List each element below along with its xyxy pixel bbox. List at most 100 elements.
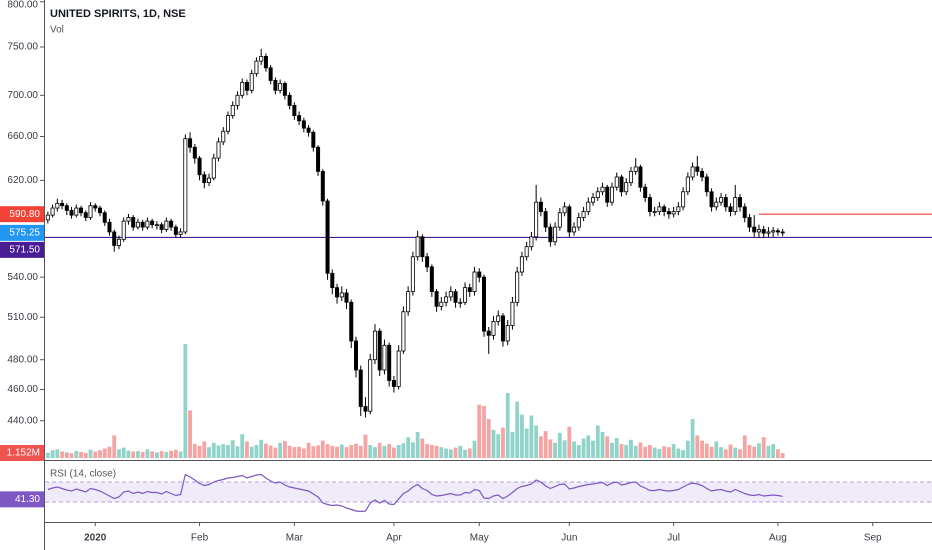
candle-body <box>301 120 306 129</box>
candle-body <box>116 238 121 246</box>
volume-bar <box>624 445 629 458</box>
candle-body <box>263 55 268 69</box>
rsi-value-label: 41.30 <box>15 494 40 505</box>
candle-body <box>500 315 505 342</box>
volume-bar <box>676 448 681 458</box>
candle-body <box>704 176 709 193</box>
candle-body <box>496 315 501 322</box>
volume-bar <box>145 449 150 458</box>
volume-bar <box>102 448 107 458</box>
volume-bar <box>581 438 586 458</box>
candle-body <box>415 236 420 258</box>
y-tick-label: 480.00 <box>7 354 38 365</box>
candle-body <box>335 287 340 298</box>
volume-bar <box>572 441 576 458</box>
candle-body <box>150 220 155 226</box>
volume-bar <box>648 445 652 458</box>
candle-body <box>69 209 74 216</box>
volume-bar <box>482 406 486 458</box>
candle-body <box>330 272 335 289</box>
candle-body <box>339 292 344 298</box>
volume-bar <box>496 434 501 458</box>
volume-bar <box>515 401 520 458</box>
last-price-label: 575.25 <box>9 228 40 239</box>
volume-bar <box>230 440 235 458</box>
candle-body <box>647 197 652 212</box>
candle-body <box>287 94 292 106</box>
level-label: 590.80 <box>9 209 40 220</box>
volume-bar <box>534 425 539 458</box>
candle-body <box>45 214 50 221</box>
candle-body <box>491 320 496 336</box>
candle-body <box>510 301 515 326</box>
candle-body <box>600 186 605 193</box>
candle-body <box>178 231 183 235</box>
volume-bar <box>709 446 714 458</box>
candles <box>45 48 785 418</box>
candle-body <box>723 197 728 208</box>
candle-body <box>216 141 221 159</box>
candle-body <box>652 211 657 213</box>
candle-body <box>567 206 572 233</box>
volume-bar <box>117 449 121 458</box>
volume-bar <box>704 443 709 458</box>
candle-body <box>685 176 690 193</box>
candle-body <box>83 212 88 218</box>
volume-bar <box>771 444 776 458</box>
volume-bar <box>448 449 453 458</box>
volume-bar <box>510 432 515 458</box>
volume-bar <box>453 447 458 458</box>
x-tick-label: 2020 <box>84 533 107 544</box>
volume-bar <box>586 435 591 458</box>
volume-bar <box>614 438 619 458</box>
volume-bar <box>354 443 358 458</box>
volume-bar <box>467 448 472 458</box>
candle-body <box>225 115 230 132</box>
candle-body <box>486 330 491 336</box>
volume-bar <box>273 447 278 458</box>
candle-body <box>353 340 358 371</box>
candle-body <box>609 186 614 203</box>
candle-body <box>453 291 458 303</box>
candle-body <box>681 191 686 208</box>
volume-bar <box>287 445 292 458</box>
y-tick-label: 510.00 <box>7 312 38 323</box>
volume-bar <box>306 442 311 458</box>
candle-body <box>169 220 174 228</box>
volume-bar <box>538 436 543 458</box>
volume-bar <box>282 441 287 458</box>
rsi-title: RSI (14, close) <box>50 469 116 480</box>
volume-bar <box>74 451 79 458</box>
candle-body <box>458 301 463 304</box>
volume-bar <box>316 445 320 458</box>
candle-body <box>628 170 633 184</box>
candle-body <box>273 80 278 91</box>
candle-body <box>538 201 543 212</box>
volume-bar <box>55 449 60 458</box>
candle-body <box>771 230 776 233</box>
volume-bar <box>458 445 463 458</box>
volume-bar <box>83 452 88 458</box>
volume-bar <box>192 444 197 458</box>
candle-body <box>159 224 164 230</box>
volume-bar <box>140 451 145 458</box>
volume-bar <box>93 451 98 458</box>
volume-bar <box>747 445 752 458</box>
volume-bar <box>434 445 439 458</box>
candle-body <box>188 138 193 148</box>
volume-bar <box>69 453 74 458</box>
rsi-line <box>47 473 783 513</box>
volume-bar <box>363 434 368 458</box>
volume-bar <box>259 439 264 458</box>
x-tick-label: May <box>470 533 489 544</box>
volume-bar <box>136 451 140 458</box>
candle-body <box>387 344 392 381</box>
candle-body <box>747 217 752 228</box>
volume-bar <box>216 445 221 458</box>
volume-bar <box>107 446 112 458</box>
candle-body <box>695 166 700 172</box>
candle-body <box>406 291 411 313</box>
volume-bar <box>652 447 657 458</box>
volume-bar <box>278 442 283 458</box>
